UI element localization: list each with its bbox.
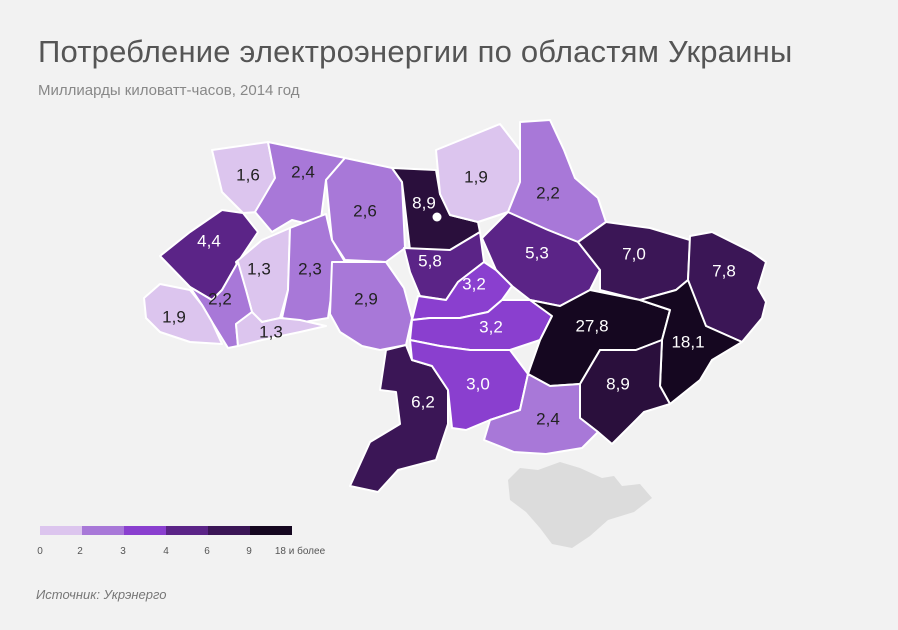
- legend-tick-label: 3: [120, 546, 126, 557]
- region-value-label: 27,8: [575, 316, 608, 335]
- region-value-label: 2,4: [291, 162, 315, 181]
- legend-swatch: [208, 526, 250, 535]
- region-value-label: 2,4: [536, 409, 560, 428]
- legend-swatch: [82, 526, 124, 535]
- legend-tick-label: 2: [77, 546, 83, 557]
- region-zakarpattia: [143, 283, 223, 345]
- region-chernivtsi: [235, 311, 327, 347]
- region-value-label: 1,3: [259, 322, 283, 341]
- region-value-label: 3,0: [466, 374, 490, 393]
- region-value-label: 3,2: [479, 317, 503, 336]
- region-kherson: [483, 373, 599, 455]
- region-value-label: 1,6: [236, 165, 260, 184]
- region-value-label: 1,9: [464, 167, 488, 186]
- region-value-label: 8,9: [606, 374, 630, 393]
- map-subtitle: Миллиарды киловатт-часов, 2014 год: [38, 82, 300, 99]
- region-value-label: 2,3: [298, 259, 322, 278]
- region-value-label: 4,4: [197, 231, 221, 250]
- region-value-label: 7,0: [622, 244, 646, 263]
- region-value-label: 6,2: [411, 392, 435, 411]
- region-value-labels: 1,6 2,4 2,6 8,9 1,9 2,2 4,4 1,3 2,3 5,8 5,3 7,0 7,8 2…: [162, 162, 736, 428]
- region-value-label: 2,6: [353, 201, 377, 220]
- region-value-label: 7,8: [712, 261, 736, 280]
- source-note: Источник: Укрэнерго: [36, 587, 167, 602]
- legend-tick-label: 9: [246, 546, 252, 557]
- region-value-label: 3,2: [462, 274, 486, 293]
- region-value-label: 5,3: [525, 243, 549, 262]
- region-value-label: 2,2: [208, 289, 232, 308]
- legend-swatch: [40, 526, 82, 535]
- region-value-label: 5,8: [418, 251, 442, 270]
- region-donetsk: [639, 279, 743, 405]
- region-value-label: 2,2: [536, 183, 560, 202]
- region-value-label: 8,9: [412, 193, 436, 212]
- legend-tick-label: 0: [37, 546, 43, 557]
- kyiv-city-dot: [432, 212, 442, 222]
- legend-tick-label: 6: [204, 546, 210, 557]
- legend-tick-label: 18 и более: [275, 545, 326, 557]
- legend-swatch: [166, 526, 208, 535]
- region-value-label: 2,9: [354, 289, 378, 308]
- region-value-label: 18,1: [671, 332, 704, 351]
- legend-swatch: [124, 526, 166, 535]
- region-value-label: 1,9: [162, 307, 186, 326]
- region-value-label: 1,3: [247, 259, 271, 278]
- map-title: Потребление электроэнергии по областям У…: [38, 34, 793, 69]
- legend-swatch: [250, 526, 292, 535]
- legend: 0 2 3 4 6 9 18 и более: [37, 526, 326, 557]
- legend-tick-label: 4: [163, 546, 169, 557]
- region-crimea: [508, 462, 652, 548]
